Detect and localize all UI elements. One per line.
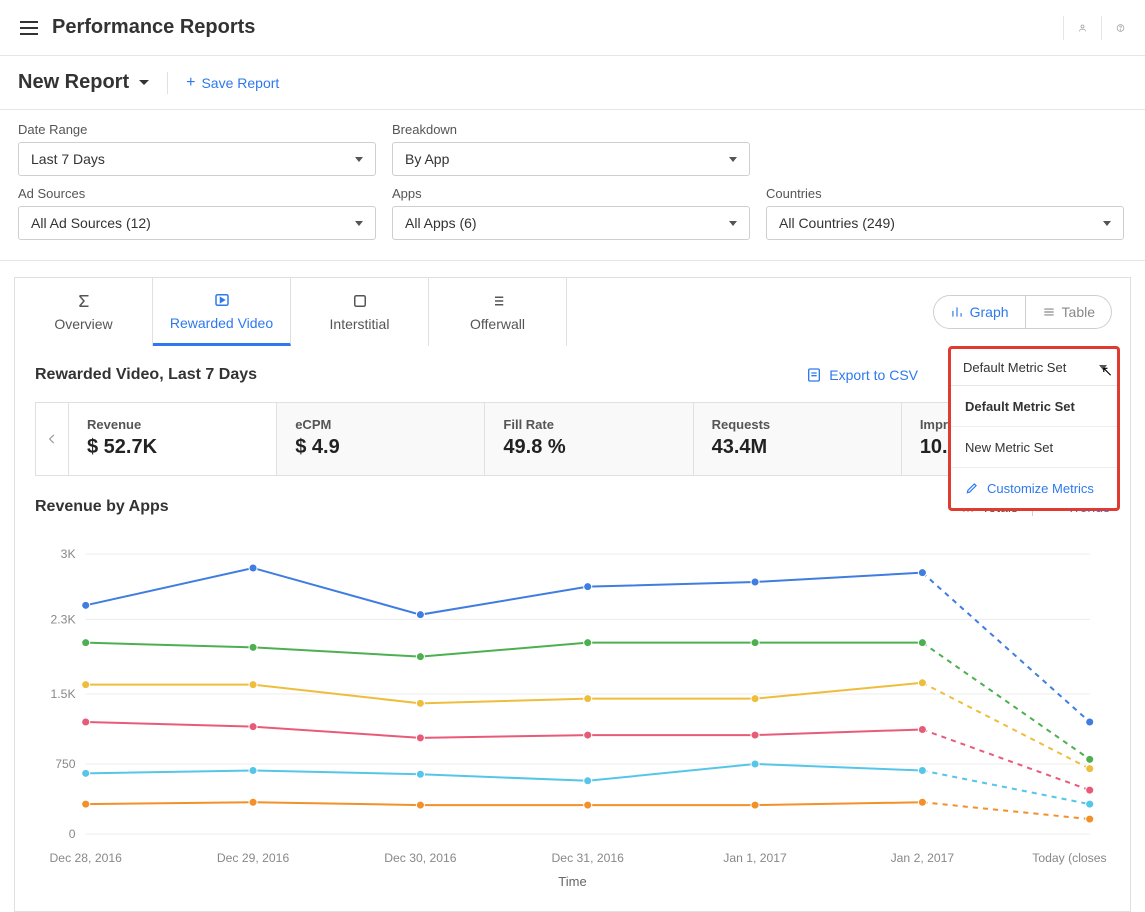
- countries-select[interactable]: All Countries (249): [766, 206, 1124, 240]
- apps-select[interactable]: All Apps (6): [392, 206, 750, 240]
- help-icon[interactable]: [1101, 16, 1125, 40]
- svg-text:1.5K: 1.5K: [51, 687, 76, 701]
- kpi-revenue[interactable]: Revenue $ 52.7K: [69, 402, 277, 476]
- menu-icon[interactable]: [20, 21, 38, 35]
- customize-metrics-button[interactable]: Customize Metrics: [951, 468, 1117, 508]
- svg-text:Dec 28, 2016: Dec 28, 2016: [50, 851, 123, 865]
- sigma-icon: [75, 292, 93, 310]
- metric-option-new[interactable]: New Metric Set: [951, 427, 1117, 467]
- kpi-requests[interactable]: Requests 43.4M: [694, 402, 902, 476]
- svg-text:Dec 30, 2016: Dec 30, 2016: [384, 851, 457, 865]
- svg-text:0: 0: [69, 827, 76, 841]
- view-toggle: Graph Table: [933, 295, 1112, 329]
- breakdown-select[interactable]: By App: [392, 142, 750, 176]
- filter-label-ad-sources: Ad Sources: [18, 186, 376, 201]
- kpi-prev-button[interactable]: [35, 402, 69, 476]
- svg-text:Dec 29, 2016: Dec 29, 2016: [217, 851, 290, 865]
- view-graph-button[interactable]: Graph: [934, 296, 1026, 328]
- export-csv-button[interactable]: Export to CSV: [806, 367, 918, 383]
- save-report-button[interactable]: + Save Report: [186, 74, 279, 92]
- section-title: Rewarded Video, Last 7 Days: [35, 366, 257, 384]
- metric-option-default[interactable]: Default Metric Set: [951, 386, 1117, 426]
- svg-text:2.3K: 2.3K: [51, 612, 76, 626]
- filter-label-date-range: Date Range: [18, 122, 376, 137]
- top-header: Performance Reports: [0, 0, 1145, 56]
- chevron-down-icon: [1103, 221, 1111, 226]
- play-icon: [213, 291, 231, 309]
- metric-set-select[interactable]: Default Metric Set ↖: [951, 349, 1117, 385]
- tab-offerwall[interactable]: Offerwall: [429, 278, 567, 346]
- save-report-label: Save Report: [201, 75, 279, 91]
- pencil-icon: [965, 481, 979, 495]
- kpi-ecpm[interactable]: eCPM $ 4.9: [277, 402, 485, 476]
- metric-set-dropdown: Default Metric Set ↖ Default Metric Set …: [948, 346, 1120, 511]
- date-range-select[interactable]: Last 7 Days: [18, 142, 376, 176]
- tab-rewarded-video[interactable]: Rewarded Video: [153, 278, 291, 346]
- filter-label-breakdown: Breakdown: [392, 122, 750, 137]
- filters-panel: Date Range Last 7 Days Breakdown By App …: [0, 110, 1145, 261]
- chevron-down-icon: [729, 221, 737, 226]
- chevron-left-icon: [45, 432, 59, 446]
- chevron-down-icon: [729, 157, 737, 162]
- tab-interstitial[interactable]: Interstitial: [291, 278, 429, 346]
- table-icon: [1042, 305, 1056, 319]
- svg-text:Jan 1, 2017: Jan 1, 2017: [723, 851, 787, 865]
- user-icon[interactable]: [1063, 16, 1087, 40]
- filter-label-apps: Apps: [392, 186, 750, 201]
- view-table-button[interactable]: Table: [1026, 296, 1111, 328]
- kpi-fill-rate[interactable]: Fill Rate 49.8 %: [485, 402, 693, 476]
- list-icon: [489, 292, 507, 310]
- chevron-down-icon: [355, 221, 363, 226]
- chevron-down-icon: [355, 157, 363, 162]
- revenue-line-chart: 0 750 1.5K 2.3K 3K Dec 28, 2016 Dec 29, 2016 De…: [35, 534, 1110, 874]
- chart-title: Revenue by Apps: [35, 498, 169, 516]
- tab-overview[interactable]: Overview: [15, 278, 153, 346]
- chart-x-axis-title: Time: [35, 874, 1110, 901]
- bar-chart-icon: [950, 305, 964, 319]
- square-icon: [351, 292, 369, 310]
- svg-text:Today (closes in 15h): Today (closes in 15h): [1032, 851, 1110, 865]
- filter-label-countries: Countries: [766, 186, 1124, 201]
- svg-text:Jan 2, 2017: Jan 2, 2017: [891, 851, 955, 865]
- content-card: Overview Rewarded Video Interstitial Off…: [14, 277, 1131, 912]
- page-title: Performance Reports: [52, 16, 255, 39]
- chevron-down-icon[interactable]: [139, 80, 149, 85]
- plus-icon: +: [186, 74, 195, 92]
- chevron-down-icon: [1099, 365, 1107, 370]
- csv-icon: [806, 367, 822, 383]
- report-name[interactable]: New Report: [18, 71, 129, 94]
- sub-header: New Report + Save Report: [0, 56, 1145, 110]
- tab-row: Overview Rewarded Video Interstitial Off…: [15, 278, 1130, 346]
- ad-sources-select[interactable]: All Ad Sources (12): [18, 206, 376, 240]
- svg-text:750: 750: [55, 757, 76, 771]
- svg-text:Dec 31, 2016: Dec 31, 2016: [552, 851, 625, 865]
- svg-text:3K: 3K: [61, 547, 76, 561]
